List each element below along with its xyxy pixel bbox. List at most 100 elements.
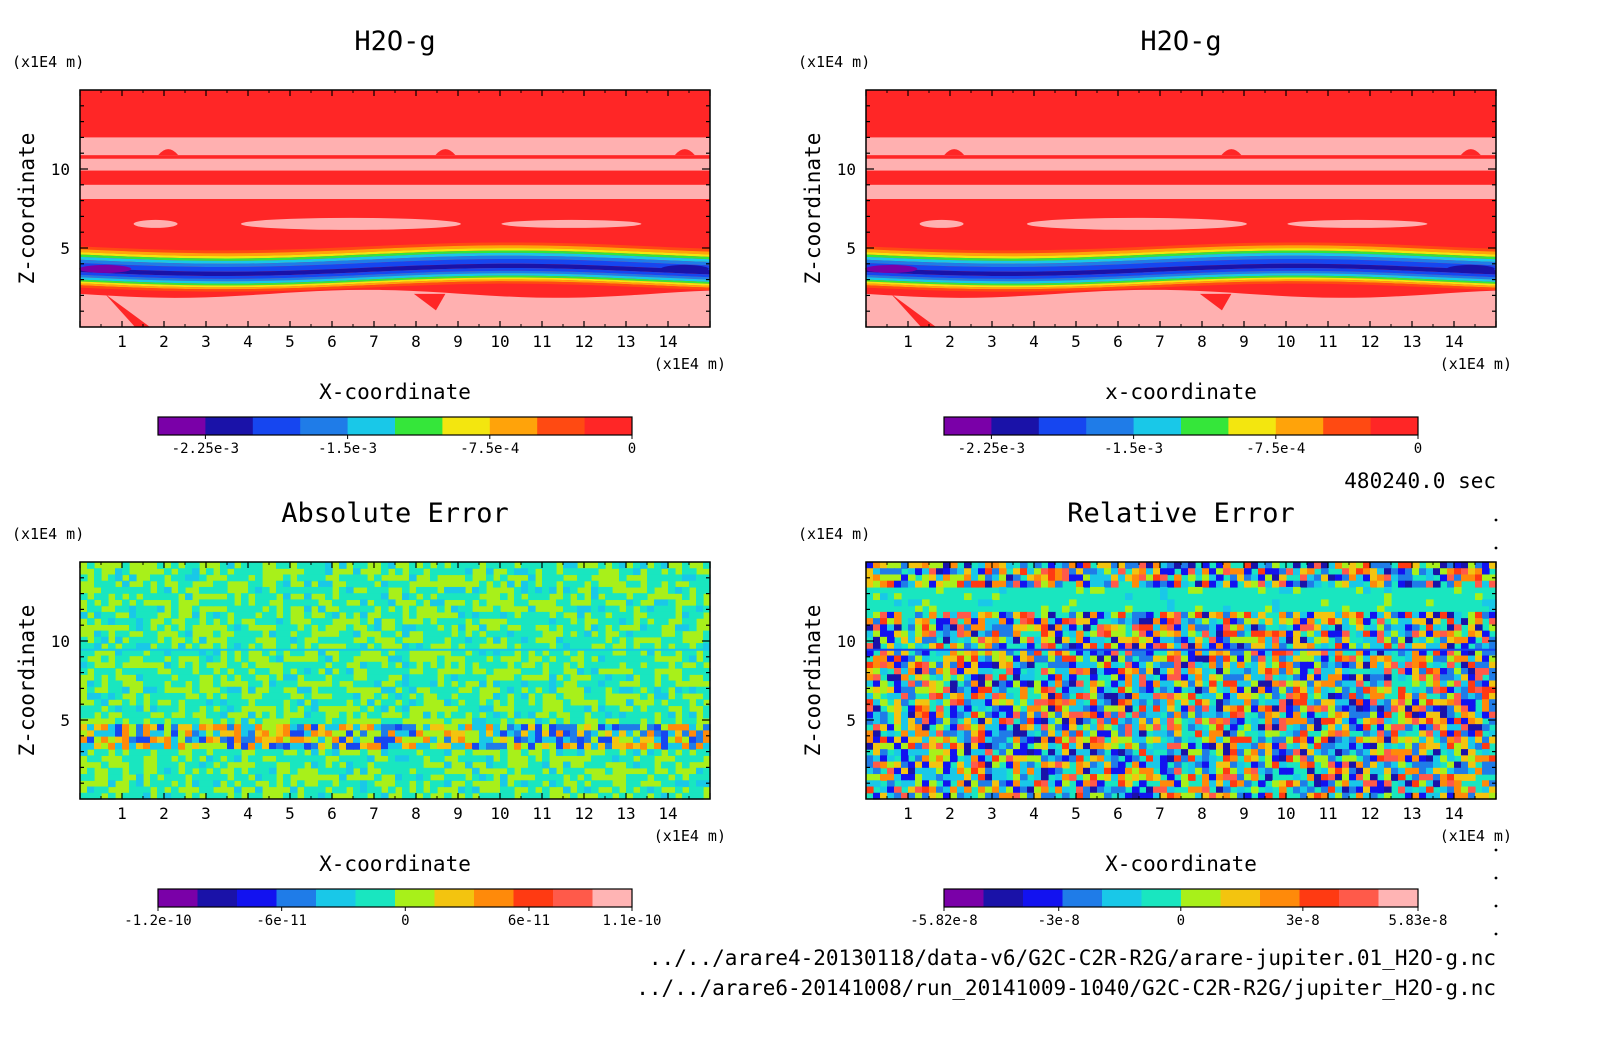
x-tick-label: 12 xyxy=(574,804,593,823)
colorbar-swatch xyxy=(1181,889,1221,907)
colorbar-swatch xyxy=(991,417,1040,435)
x-tick-label: 5 xyxy=(285,804,295,823)
field-layer xyxy=(866,263,1496,277)
colorbar-swatch xyxy=(1299,889,1340,907)
x-tick-label: 13 xyxy=(1402,804,1421,823)
x-tick-label: 11 xyxy=(1318,332,1337,351)
x-tick-label: 2 xyxy=(159,804,169,823)
colorbar-swatch xyxy=(1133,417,1182,435)
x-tick-label: 5 xyxy=(1071,332,1081,351)
colorbar-swatch xyxy=(205,417,254,435)
field-layer xyxy=(866,252,1496,264)
y-tick-label: 10 xyxy=(51,160,70,179)
colorbar-swatch xyxy=(276,889,317,907)
x-tick-label: 1 xyxy=(903,804,913,823)
field-layer xyxy=(80,263,710,277)
field-layer xyxy=(80,273,710,284)
x-tick-label: 4 xyxy=(1029,332,1039,351)
x-tick-label: 1 xyxy=(117,332,127,351)
field-lower xyxy=(80,289,710,327)
field-layer xyxy=(866,273,1496,284)
footer-file-1: ../../arare4-20130118/data-v6/G2C-C2R-R2… xyxy=(649,946,1496,970)
colorbar-swatch xyxy=(197,889,238,907)
y-tick-label: 5 xyxy=(60,239,70,258)
x-tick-label: 1 xyxy=(903,332,913,351)
colorbar-tick-label: -1.2e-10 xyxy=(124,913,191,929)
y-tick-label: 10 xyxy=(837,632,856,651)
field-band xyxy=(866,158,1496,171)
field-layer xyxy=(866,248,1496,259)
colorbar-swatch xyxy=(513,889,554,907)
field-layer xyxy=(80,252,710,264)
field-lens xyxy=(1287,219,1428,228)
x-tick-label: 14 xyxy=(1444,804,1463,823)
colorbar-tick-label: -2.25e-3 xyxy=(958,441,1025,457)
x-unit-label: (x1E4 m) xyxy=(1440,827,1512,845)
y-tick-label: 5 xyxy=(846,711,856,730)
x-tick-label: 12 xyxy=(1360,804,1379,823)
x-tick-label: 3 xyxy=(987,804,997,823)
field-layer xyxy=(80,248,710,259)
x-tick-label: 1 xyxy=(117,804,127,823)
colorbar-swatch xyxy=(347,417,396,435)
x-tick-label: 3 xyxy=(987,332,997,351)
x-unit-label: (x1E4 m) xyxy=(654,355,726,373)
colorbar-tick-label: -7.5e-4 xyxy=(1246,441,1305,457)
colorbar-swatch xyxy=(553,889,593,907)
colorbar-swatch xyxy=(434,889,475,907)
colorbar-swatch xyxy=(158,889,198,907)
x-tick-label: 4 xyxy=(243,332,253,351)
x-unit-label: (x1E4 m) xyxy=(1440,355,1512,373)
x-tick-label: 11 xyxy=(1318,804,1337,823)
footer-file-2: ../../arare6-20141008/run_20141009-1040/… xyxy=(636,976,1496,1000)
colorbar-swatch xyxy=(252,417,301,435)
chart-title: Absolute Error xyxy=(281,498,509,529)
field-layer xyxy=(80,242,710,254)
colorbar-swatch xyxy=(395,889,435,907)
colorbar-swatch xyxy=(983,889,1024,907)
colorbar-tick-label: 3e-8 xyxy=(1286,913,1320,929)
x-tick-label: 8 xyxy=(411,332,421,351)
field-lens xyxy=(919,219,964,228)
field-layer xyxy=(866,270,1496,282)
chart-panel-3: Absolute Error(x1E4 m)1 2 3 4 5 6 7 8 9 10 11 12 13 1… xyxy=(12,498,726,929)
marker-dot xyxy=(1494,848,1498,852)
colorbar-swatch xyxy=(1023,889,1063,907)
x-tick-label: 10 xyxy=(490,332,509,351)
x-tick-label: 10 xyxy=(1276,804,1295,823)
colorbar-tick-label: -7.5e-4 xyxy=(460,441,519,457)
x-tick-label: 3 xyxy=(201,804,211,823)
x-tick-label: 6 xyxy=(327,332,337,351)
field-layer xyxy=(80,281,710,292)
x-unit-label: (x1E4 m) xyxy=(654,827,726,845)
x-tick-label: 8 xyxy=(1197,804,1207,823)
x-tick-label: 3 xyxy=(201,332,211,351)
colorbar-swatch xyxy=(442,417,491,435)
chart-panel-2: H2O-g(x1E4 m)1 2 3 4 5 6 7 8 9 10 11 12 13 14510(x1E4… xyxy=(798,26,1512,457)
x-tick-label: 9 xyxy=(1239,804,1249,823)
x-axis-label: X-coordinate xyxy=(319,852,471,876)
x-tick-label: 8 xyxy=(411,804,421,823)
field-layer xyxy=(866,250,1496,261)
x-tick-label: 11 xyxy=(532,332,551,351)
x-tick-label: 9 xyxy=(1239,332,1249,351)
colorbar-swatch xyxy=(158,417,206,435)
y-axis-label: Z-coordinate xyxy=(15,605,39,757)
y-axis-label: Z-coordinate xyxy=(801,133,825,285)
y-unit-label: (x1E4 m) xyxy=(798,525,870,543)
x-tick-label: 12 xyxy=(1360,332,1379,351)
colorbar-swatch xyxy=(1086,417,1135,435)
y-tick-label: 10 xyxy=(51,632,70,651)
colorbar-swatch xyxy=(300,417,349,435)
field-lens xyxy=(133,219,178,228)
colorbar-swatch xyxy=(944,417,992,435)
colorbar-swatch xyxy=(1260,889,1300,907)
field-layer xyxy=(866,281,1496,292)
x-tick-label: 4 xyxy=(243,804,253,823)
colorbar-swatch xyxy=(584,417,633,435)
colorbar-tick-label: -2.25e-3 xyxy=(172,441,239,457)
colorbar-swatch xyxy=(1275,417,1324,435)
field-lens xyxy=(1026,217,1247,230)
colorbar-tick-label: 0 xyxy=(628,441,636,457)
